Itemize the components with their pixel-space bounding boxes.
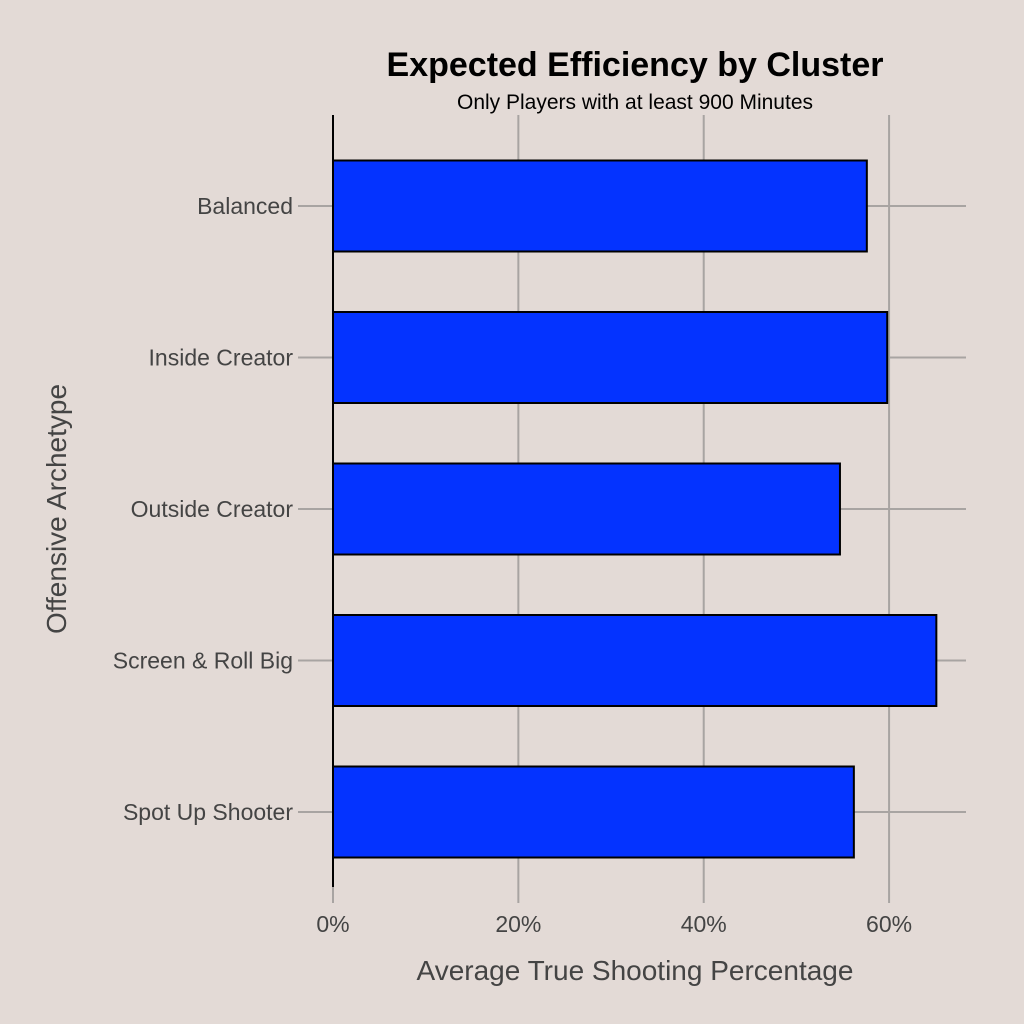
x-tick-label: 40% [681, 911, 727, 937]
y-category-label: Balanced [197, 193, 293, 219]
bar [332, 462, 841, 556]
y-category-label: Inside Creator [149, 345, 294, 371]
y-category-label: Screen & Roll Big [113, 648, 293, 674]
label-layer: 0% 20% 40% 60% Balanced Inside Creator Outside… [113, 193, 912, 937]
x-tick-label: 0% [316, 911, 349, 937]
bar [332, 159, 868, 253]
y-category-label: Spot Up Shooter [123, 799, 293, 825]
x-axis-title: Average True Shooting Percentage [417, 955, 854, 986]
x-tick-label: 20% [495, 911, 541, 937]
x-tick-label: 60% [866, 911, 912, 937]
bar [332, 311, 889, 404]
y-category-label: Outside Creator [131, 496, 294, 522]
chart-title: Expected Efficiency by Cluster [387, 46, 884, 84]
y-axis-title: Offensive Archetype [41, 384, 72, 634]
bar-layer [332, 159, 938, 859]
bar [332, 765, 855, 859]
chart-subtitle: Only Players with at least 900 Minutes [457, 91, 813, 114]
bar [332, 614, 938, 707]
